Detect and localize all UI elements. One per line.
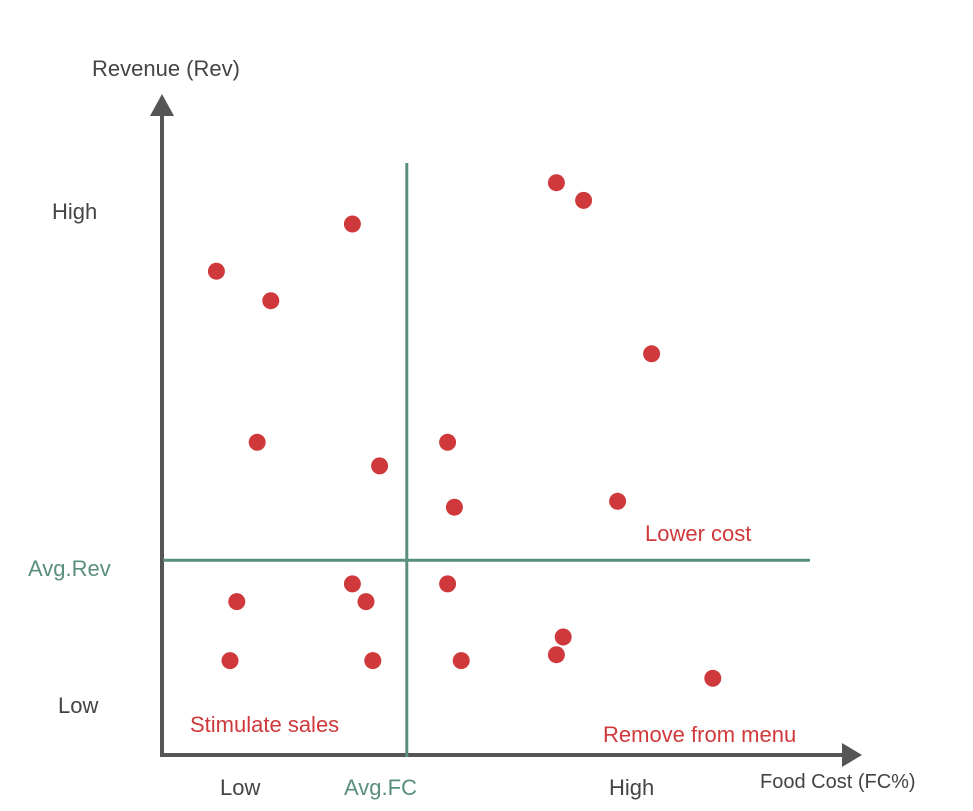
y-tick-high: High <box>52 199 97 224</box>
data-point <box>445 498 463 516</box>
y-tick-avg: Avg.Rev <box>28 556 111 581</box>
data-point <box>364 652 382 670</box>
data-point <box>343 575 361 593</box>
x-axis-arrowhead <box>842 743 862 767</box>
data-point <box>704 669 722 687</box>
x-tick-avg: Avg.FC <box>344 775 417 800</box>
y-tick-low: Low <box>58 693 98 718</box>
data-point <box>248 433 266 451</box>
quadrant-label-lower-cost: Lower cost <box>645 521 751 546</box>
data-point <box>343 215 361 233</box>
data-point <box>575 191 593 209</box>
data-point <box>554 628 572 646</box>
data-point <box>221 652 239 670</box>
data-point <box>207 262 225 280</box>
data-point <box>228 593 246 611</box>
data-point <box>371 457 389 475</box>
data-point <box>439 575 457 593</box>
x-tick-high: High <box>609 775 654 800</box>
x-tick-low: Low <box>220 775 260 800</box>
quadrant-label-stimulate-sales: Stimulate sales <box>190 712 339 737</box>
data-point <box>262 292 280 310</box>
x-axis-title: Food Cost (FC%) <box>760 771 916 793</box>
data-points <box>207 174 722 687</box>
data-point <box>547 646 565 664</box>
quadrant-label-remove-from-menu: Remove from menu <box>603 722 796 747</box>
data-point <box>643 345 661 363</box>
data-point <box>452 652 470 670</box>
data-point <box>439 433 457 451</box>
y-axis-arrowhead <box>150 94 174 116</box>
data-point <box>609 492 627 510</box>
data-point <box>547 174 565 192</box>
y-axis-title: Revenue (Rev) <box>92 56 240 81</box>
data-point <box>357 593 375 611</box>
